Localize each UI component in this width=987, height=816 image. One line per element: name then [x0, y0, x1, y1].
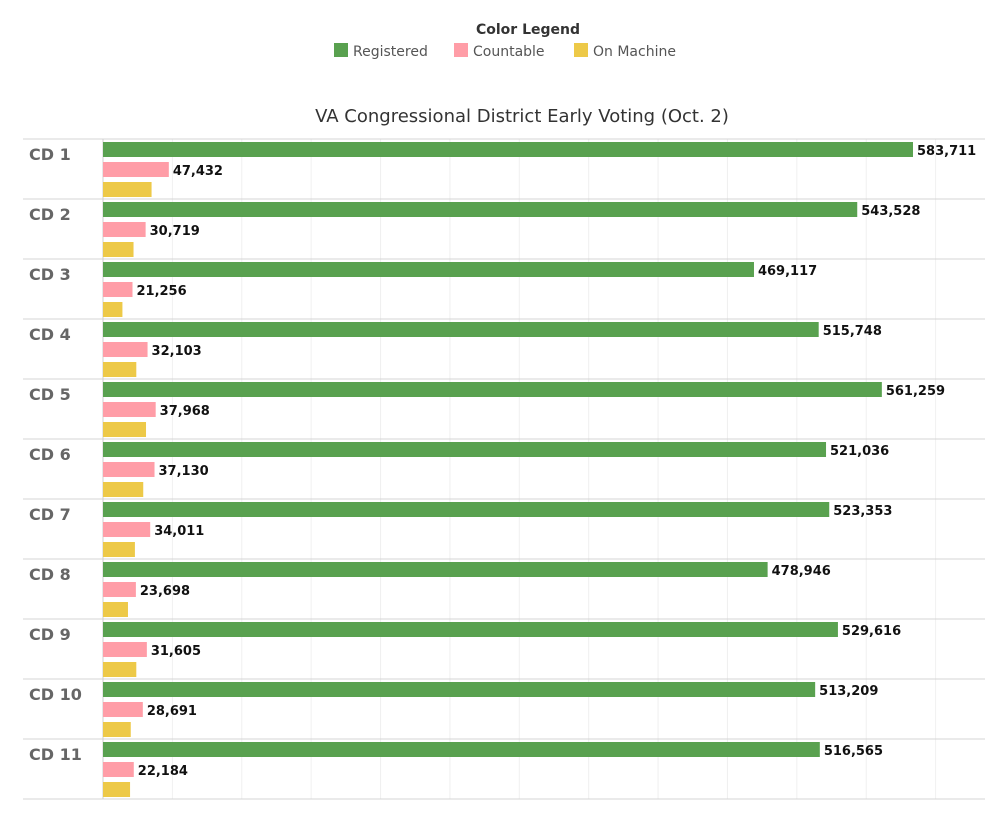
data-label: 23,698: [140, 584, 190, 599]
category-label: CD 6: [29, 445, 71, 464]
legend-swatch-registered: [334, 43, 348, 57]
data-label: 523,353: [833, 504, 892, 519]
data-label: 543,528: [861, 204, 920, 219]
bar-registered[interactable]: [103, 622, 838, 637]
data-label: 47,432: [173, 164, 223, 179]
data-label: 469,117: [758, 264, 817, 279]
bar-registered[interactable]: [103, 322, 819, 337]
category-label: CD 3: [29, 265, 71, 284]
row-labels: CD 1 CD 2 CD 3 CD 4 CD 5 CD 6 CD 7 CD 8 CD 9 CD 1…: [29, 145, 82, 764]
data-label: 478,946: [772, 564, 831, 579]
bar-countable[interactable]: [103, 642, 147, 657]
bar-registered[interactable]: [103, 142, 913, 157]
bar-countable[interactable]: [103, 582, 136, 597]
bar-registered[interactable]: [103, 202, 858, 217]
bar-countable[interactable]: [103, 522, 151, 537]
data-label: 561,259: [886, 384, 945, 399]
category-label: CD 7: [29, 505, 71, 524]
data-label: 513,209: [819, 684, 878, 699]
bar-countable[interactable]: [103, 462, 155, 477]
bar-on-machine[interactable]: [103, 422, 147, 437]
data-label: 34,011: [154, 524, 204, 539]
bar-countable[interactable]: [103, 702, 143, 717]
data-label: 28,691: [147, 704, 197, 719]
bar-registered[interactable]: [103, 562, 768, 577]
legend-item-on-machine[interactable]: On Machine: [574, 43, 676, 60]
chart-title: VA Congressional District Early Voting (…: [315, 106, 729, 127]
bar-on-machine[interactable]: [103, 542, 135, 557]
category-label: CD 11: [29, 745, 82, 764]
legend-title: Color Legend: [476, 22, 580, 38]
data-label: 22,184: [138, 764, 188, 779]
bar-registered[interactable]: [103, 262, 754, 277]
bar-on-machine[interactable]: [103, 182, 152, 197]
bar-registered[interactable]: [103, 682, 816, 697]
bar-registered[interactable]: [103, 442, 827, 457]
data-label: 515,748: [823, 324, 882, 339]
data-label: 31,605: [151, 644, 201, 659]
category-label: CD 5: [29, 385, 71, 404]
data-label: 521,036: [830, 444, 889, 459]
bar-countable[interactable]: [103, 762, 134, 777]
legend-item-countable[interactable]: Countable: [454, 43, 545, 60]
bar-on-machine[interactable]: [103, 302, 123, 317]
bar-on-machine[interactable]: [103, 722, 131, 737]
data-label: 30,719: [150, 224, 200, 239]
data-label: 21,256: [136, 284, 186, 299]
bar-on-machine[interactable]: [103, 482, 144, 497]
legend-label-countable: Countable: [473, 44, 545, 60]
legend-label-registered: Registered: [353, 44, 428, 60]
data-label: 529,616: [842, 624, 901, 639]
bar-countable[interactable]: [103, 402, 156, 417]
data-label: 583,711: [917, 144, 976, 159]
legend-item-registered[interactable]: Registered: [334, 43, 428, 60]
category-label: CD 9: [29, 625, 71, 644]
bar-countable[interactable]: [103, 282, 133, 297]
category-label: CD 10: [29, 685, 82, 704]
color-legend: Color Legend Registered Countable On Mac…: [334, 22, 676, 60]
bar-on-machine[interactable]: [103, 782, 131, 797]
data-label: 32,103: [152, 344, 202, 359]
category-label: CD 2: [29, 205, 71, 224]
bars: 583,711 47,432 543,528 30,719 469,117 21,256 5…: [103, 142, 976, 797]
bar-countable[interactable]: [103, 222, 146, 237]
bar-registered[interactable]: [103, 382, 882, 397]
bar-countable[interactable]: [103, 162, 169, 177]
category-label: CD 1: [29, 145, 71, 164]
legend-label-on-machine: On Machine: [593, 44, 676, 60]
bar-countable[interactable]: [103, 342, 148, 357]
bar-registered[interactable]: [103, 502, 830, 517]
data-label: 37,130: [159, 464, 209, 479]
category-label: CD 4: [29, 325, 71, 344]
bar-on-machine[interactable]: [103, 242, 134, 257]
bar-on-machine[interactable]: [103, 362, 137, 377]
data-label: 37,968: [160, 404, 210, 419]
legend-swatch-countable: [454, 43, 468, 57]
legend-swatch-on-machine: [574, 43, 588, 57]
bar-on-machine[interactable]: [103, 662, 137, 677]
bar-on-machine[interactable]: [103, 602, 128, 617]
category-label: CD 8: [29, 565, 71, 584]
data-label: 516,565: [824, 744, 883, 759]
bar-registered[interactable]: [103, 742, 820, 757]
